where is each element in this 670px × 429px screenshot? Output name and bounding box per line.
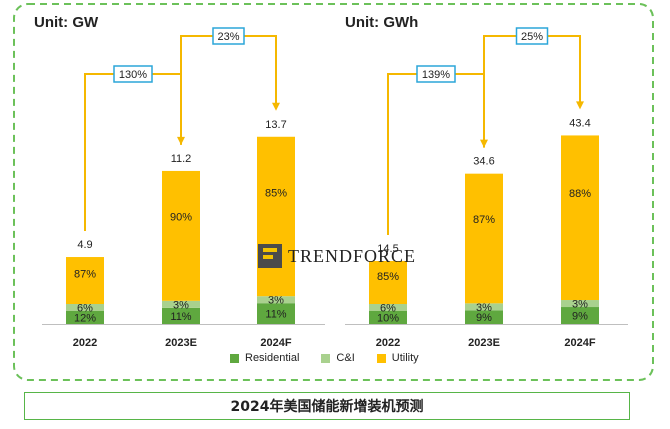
share-label-ci-2024f: 3% xyxy=(268,295,284,307)
growth-arrow-2023e-2024f xyxy=(483,35,581,148)
legend-item-ci: C&I xyxy=(321,352,355,364)
total-label-2024f: 43.4 xyxy=(569,117,590,129)
growth-label-box xyxy=(515,27,549,45)
legend-label-utility: Utility xyxy=(391,352,419,364)
trendforce-logo-text: TRENDFORCE xyxy=(288,245,417,266)
legend-swatch-utility xyxy=(376,353,386,363)
legend-item-utility: Utility xyxy=(376,352,419,364)
bar-residential-2022 xyxy=(66,311,104,324)
category-label-2022: 2022 xyxy=(73,337,97,349)
legend-swatch-residential xyxy=(230,353,239,363)
share-label-ci-2023e: 3% xyxy=(173,299,189,311)
legend-label-ci: C&I xyxy=(336,352,355,364)
bar-utility-2023e xyxy=(162,170,200,301)
legend-swatch-ci xyxy=(321,353,331,363)
total-label-2024f: 13.7 xyxy=(265,119,286,131)
share-label-residential-2022: 10% xyxy=(377,313,399,325)
category-label-2024f: 2024F xyxy=(260,337,291,349)
share-label-residential-2024f: 9% xyxy=(572,311,588,323)
growth-label: 139% xyxy=(422,69,450,81)
bar-residential-2024f xyxy=(561,307,599,324)
share-label-utility-2023e: 87% xyxy=(473,214,495,226)
bar-residential-2024f xyxy=(257,303,295,324)
bar-ci-2024f xyxy=(561,300,599,308)
bar-residential-2023e xyxy=(465,310,503,324)
trendforce-logo: TRENDFORCE xyxy=(258,244,416,268)
bar-ci-2022 xyxy=(66,304,104,311)
legend-item-residential: Residential xyxy=(230,352,299,364)
category-label-2022: 2022 xyxy=(376,337,400,349)
unit-title-left: Unit: GW xyxy=(34,14,99,31)
bar-utility-2024f xyxy=(561,135,599,301)
growth-label: 25% xyxy=(521,31,543,43)
growth-label: 130% xyxy=(119,69,147,81)
share-label-residential-2024f: 11% xyxy=(265,309,286,321)
bar-ci-2022 xyxy=(369,304,407,311)
share-label-utility-2024f: 88% xyxy=(569,188,591,200)
growth-label: 23% xyxy=(217,31,239,43)
bar-residential-2023e xyxy=(162,307,200,324)
growth-arrowhead xyxy=(576,101,584,110)
share-label-utility-2024f: 85% xyxy=(265,188,287,200)
bar-utility-2023e xyxy=(465,173,503,304)
figure-caption: 2024年美国储能新增装机预测 xyxy=(24,392,630,420)
total-label-2023e: 34.6 xyxy=(473,156,494,168)
bar-ci-2023e xyxy=(465,303,503,311)
share-label-ci-2024f: 3% xyxy=(572,299,588,311)
bar-utility-2024f xyxy=(257,136,295,297)
share-label-utility-2022: 87% xyxy=(74,268,96,280)
category-label-2023e: 2023E xyxy=(165,337,197,349)
growth-label-box xyxy=(416,65,456,83)
bar-ci-2023e xyxy=(162,300,200,308)
total-label-2023e: 11.2 xyxy=(171,153,192,165)
trendforce-logo-mark xyxy=(258,244,282,268)
total-label-2022: 4.9 xyxy=(77,239,92,251)
unit-title-right: Unit: GWh xyxy=(345,14,419,31)
bar-residential-2022 xyxy=(369,311,407,324)
share-label-ci-2022: 6% xyxy=(77,303,93,315)
share-label-ci-2022: 6% xyxy=(380,303,396,315)
share-label-ci-2023e: 3% xyxy=(476,302,492,314)
share-label-residential-2022: 12% xyxy=(74,313,96,325)
category-label-2023e: 2023E xyxy=(468,337,500,349)
legend-label-residential: Residential xyxy=(245,352,300,364)
share-label-residential-2023e: 9% xyxy=(476,312,492,324)
share-label-residential-2023e: 11% xyxy=(170,311,191,323)
growth-label-box xyxy=(212,27,245,45)
bar-utility-2022 xyxy=(66,257,104,304)
share-label-utility-2022: 85% xyxy=(377,271,399,283)
share-label-utility-2023e: 90% xyxy=(170,211,192,223)
chart-frame xyxy=(13,3,654,381)
chart-legend: Residential C&I Utility xyxy=(230,352,419,364)
category-label-2024f: 2024F xyxy=(564,337,595,349)
growth-arrowhead xyxy=(272,102,280,111)
total-label-2022: 14.5 xyxy=(377,243,398,255)
growth-arrow-2023e-2024f xyxy=(180,35,277,145)
bar-utility-2022 xyxy=(369,261,407,304)
growth-label-box xyxy=(113,65,153,83)
bar-ci-2024f xyxy=(257,296,295,304)
